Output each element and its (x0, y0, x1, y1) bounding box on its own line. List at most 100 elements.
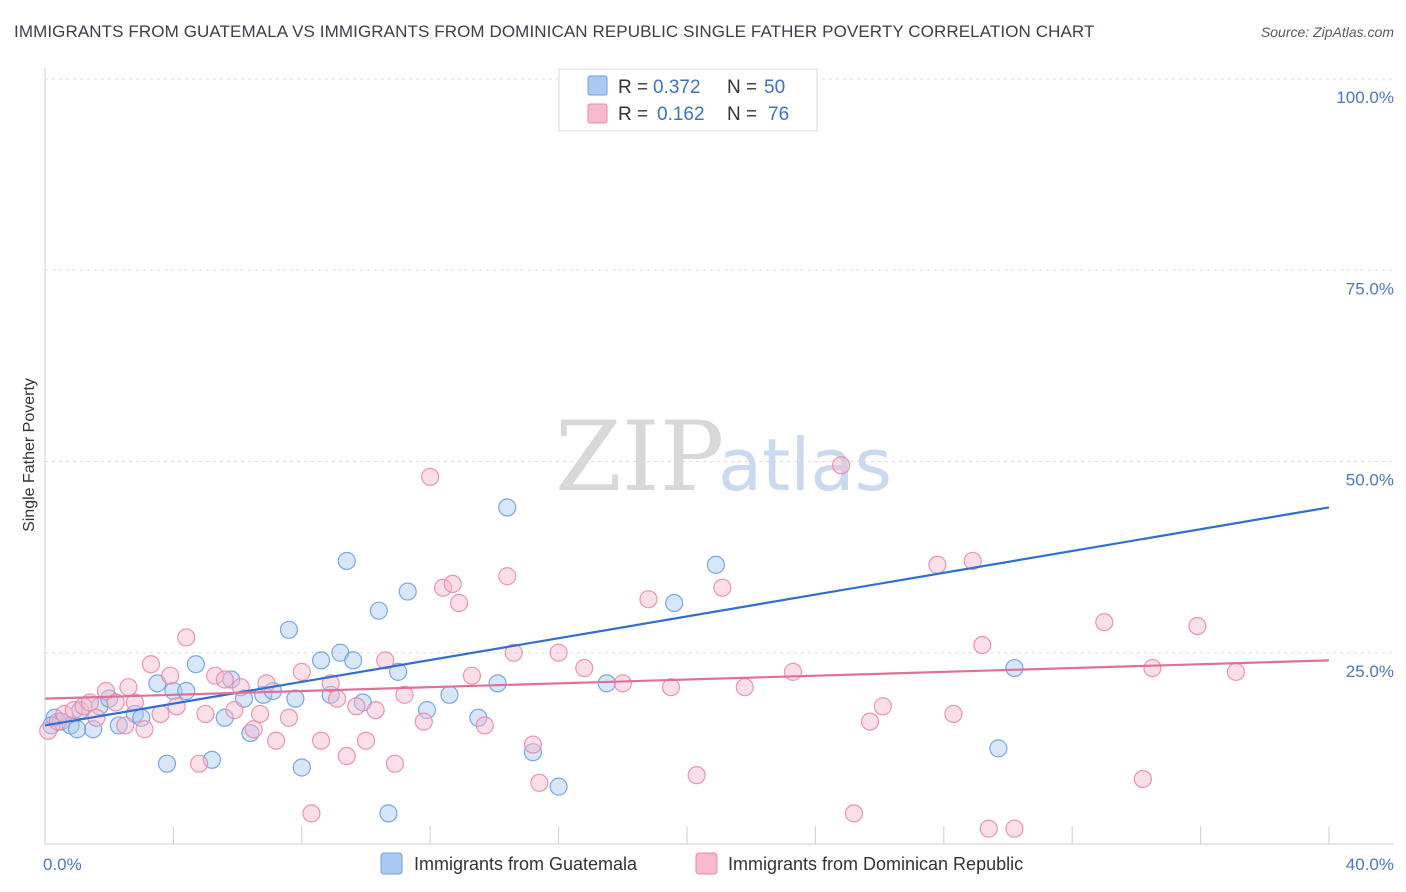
point-series1-57 (783, 662, 803, 681)
point-series1-71 (1188, 616, 1207, 636)
axes (44, 68, 1394, 845)
legend-n-value-2: 76 (768, 104, 789, 125)
point-series0-45 (706, 555, 725, 574)
point-series1-27 (302, 804, 321, 823)
point-series1-38 (414, 712, 433, 731)
point-series1-26 (292, 662, 311, 681)
point-series1-30 (328, 689, 347, 708)
point-series1-31 (337, 746, 356, 766)
point-series0-23 (279, 620, 299, 639)
point-series1-28 (311, 731, 331, 750)
point-series0-35 (398, 582, 417, 601)
point-series1-33 (356, 731, 376, 750)
legend: R = 0.372 N = 50 R = 0.162 N = 76 (558, 68, 818, 132)
point-series1-59 (844, 804, 864, 823)
point-series1-16 (189, 754, 209, 773)
point-series1-32 (347, 697, 366, 716)
y-tick-label-75: 75.0% (1346, 279, 1394, 298)
point-series1-72 (1226, 662, 1246, 681)
point-series1-45 (498, 567, 517, 586)
point-series1-37 (395, 685, 414, 704)
point-series0-32 (369, 601, 388, 620)
point-series0-26 (311, 651, 331, 670)
point-series1-11 (141, 655, 161, 674)
y-tick-label-100: 100.0% (1336, 88, 1394, 107)
point-series0-36 (417, 701, 437, 720)
point-series0-25 (292, 758, 311, 777)
point-series1-18 (206, 666, 225, 685)
point-series0-42 (549, 777, 568, 796)
point-series1-67 (1005, 819, 1024, 838)
point-series0-39 (488, 674, 507, 693)
trend-line-series0 (44, 506, 1330, 727)
point-series1-0 (39, 721, 58, 740)
trend-line-series1 (44, 659, 1330, 700)
point-series1-42 (449, 593, 469, 613)
legend-r-label-2: R = (618, 104, 648, 125)
point-series1-65 (973, 635, 992, 655)
point-series1-39 (421, 467, 440, 486)
bottom-legend-swatch-guatemala (380, 852, 403, 875)
bottom-legend: Immigrants from Guatemala Immigrants fro… (380, 852, 1023, 875)
point-series1-35 (376, 651, 395, 670)
point-series0-17 (215, 708, 234, 727)
point-series1-46 (504, 643, 523, 662)
point-series0-12 (157, 754, 177, 773)
x-tick-labels: 0.0% 40.0% (43, 855, 1394, 874)
point-series1-70 (1143, 658, 1162, 678)
point-series1-64 (963, 551, 982, 571)
legend-r-value-2: 0.162 (657, 104, 705, 125)
point-series1-51 (613, 674, 632, 693)
point-series1-60 (860, 712, 880, 731)
point-series1-3 (64, 701, 83, 720)
trend-lines (44, 506, 1330, 727)
chart-title: IMMIGRANTS FROM GUATEMALA VS IMMIGRANTS … (14, 22, 1095, 41)
point-series1-53 (661, 678, 681, 697)
point-series1-8 (116, 716, 135, 735)
point-series0-40 (498, 498, 517, 517)
y-tick-label-50: 50.0% (1346, 471, 1394, 490)
point-series1-68 (1095, 613, 1114, 632)
watermark-zip: ZIP (555, 401, 724, 513)
point-series1-74 (119, 678, 138, 697)
point-series0-24 (286, 689, 305, 708)
point-series1-43 (462, 666, 482, 685)
point-series1-61 (873, 697, 892, 716)
point-series1-12 (151, 704, 170, 724)
point-series1-75 (250, 704, 270, 724)
point-series1-22 (244, 720, 263, 739)
legend-n-label-2: N = (727, 104, 757, 125)
y-tick-labels: 25.0% 50.0% 75.0% 100.0% (1336, 88, 1394, 681)
point-series1-15 (177, 628, 196, 647)
point-series0-48 (1005, 658, 1024, 678)
point-series1-55 (713, 578, 732, 597)
point-series1-50 (575, 658, 594, 678)
legend-swatch-guatemala (587, 75, 608, 96)
legend-r-value-1: 0.372 (653, 77, 701, 98)
legend-n-value-1: 50 (764, 77, 785, 98)
x-tick-label-max: 40.0% (1346, 855, 1394, 874)
point-series0-3 (67, 720, 87, 739)
point-series0-30 (344, 651, 363, 670)
legend-n-label-1: N = (727, 77, 757, 98)
point-series0-15 (186, 655, 205, 674)
point-series0-41 (523, 743, 543, 762)
bottom-legend-swatch-dominican (695, 852, 718, 875)
point-series0-47 (989, 739, 1008, 758)
point-series1-24 (267, 731, 286, 750)
point-series1-52 (639, 590, 658, 609)
legend-r-label-1: R = (618, 77, 648, 98)
point-series1-29 (321, 674, 340, 693)
point-series0-44 (665, 593, 684, 613)
point-series1-36 (385, 754, 404, 773)
point-series1-17 (196, 704, 215, 724)
legend-swatch-dominican (587, 103, 608, 124)
point-series1-10 (135, 720, 154, 739)
point-series1-19 (215, 670, 234, 689)
bottom-legend-label-guatemala: Immigrants from Guatemala (414, 854, 638, 874)
point-series1-58 (831, 456, 851, 475)
point-series0-43 (597, 674, 616, 693)
point-series1-44 (475, 716, 494, 735)
x-tick-label-min: 0.0% (43, 855, 82, 874)
